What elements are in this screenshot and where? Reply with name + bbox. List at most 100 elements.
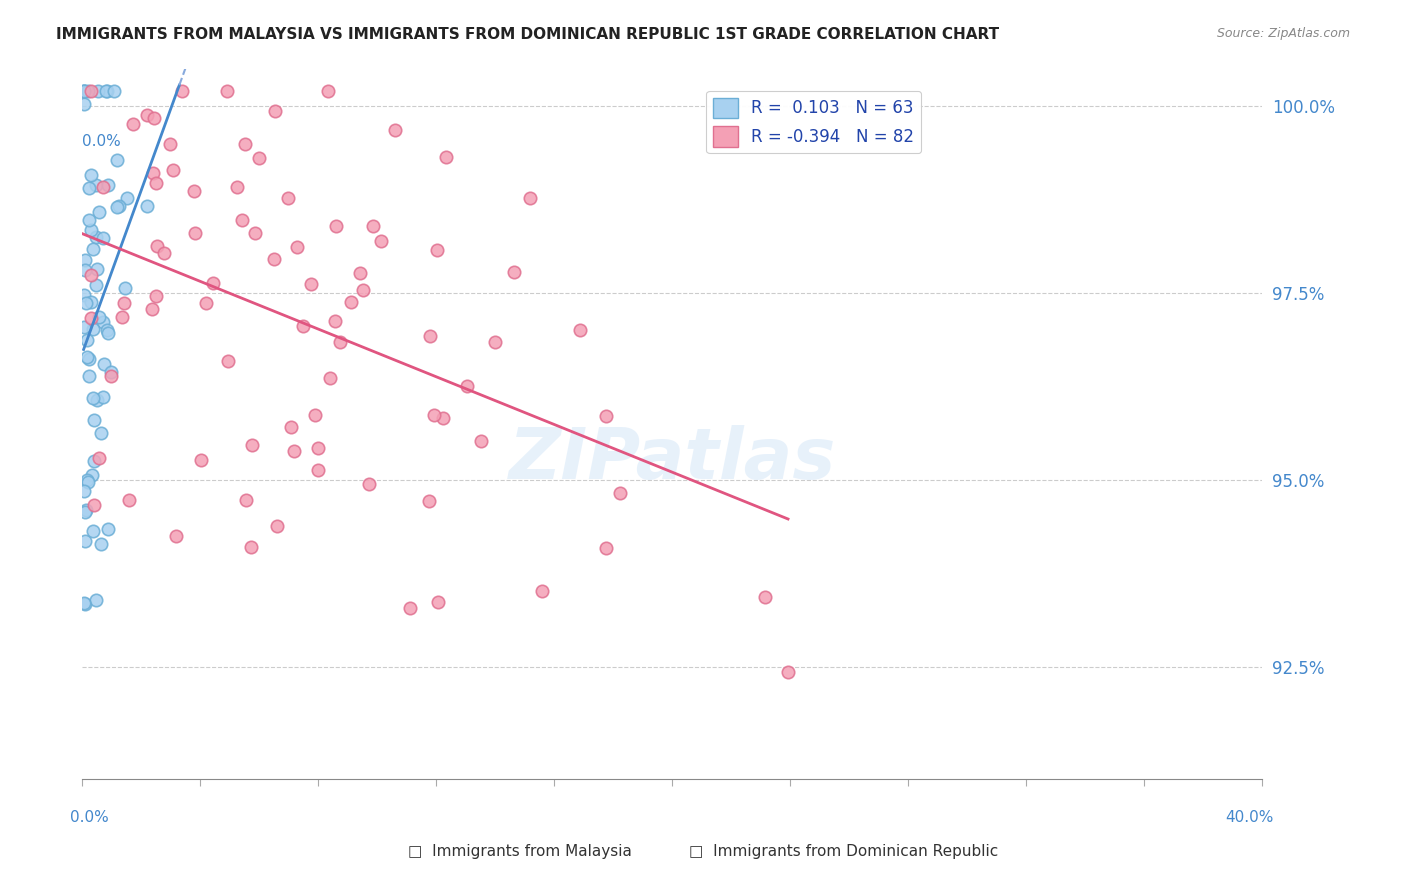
Point — [418, 493, 440, 508]
Point — [84, 178, 107, 193]
Point — [82, 322, 104, 336]
Point — [112, 296, 135, 310]
Point — [86, 84, 108, 98]
Point — [152, 246, 174, 260]
Point — [91, 179, 114, 194]
Point — [225, 179, 247, 194]
Point — [86, 593, 108, 607]
Point — [519, 191, 541, 205]
Point — [263, 252, 285, 266]
Point — [90, 537, 112, 551]
Point — [76, 333, 98, 347]
Point — [87, 310, 110, 324]
Point — [73, 263, 96, 277]
Point — [82, 524, 104, 538]
Point — [89, 205, 111, 219]
Point — [141, 301, 163, 316]
Point — [87, 450, 110, 465]
Point — [357, 477, 380, 491]
Point — [754, 590, 776, 604]
Point — [82, 392, 104, 406]
Point — [240, 438, 263, 452]
Point — [91, 315, 114, 329]
Point — [73, 533, 96, 548]
Point — [75, 597, 97, 611]
Point — [217, 84, 239, 98]
Point — [111, 310, 134, 324]
Point — [86, 393, 108, 408]
Point — [96, 522, 118, 536]
Point — [76, 84, 98, 98]
Point — [96, 84, 118, 98]
Point — [285, 239, 308, 253]
Point — [399, 601, 422, 615]
Point — [100, 369, 122, 384]
Point — [243, 226, 266, 240]
Point — [352, 283, 374, 297]
Point — [165, 529, 187, 543]
Point — [162, 162, 184, 177]
Point — [423, 408, 446, 422]
Point — [103, 84, 125, 98]
Point — [77, 352, 100, 367]
Point — [73, 84, 96, 98]
Point — [502, 265, 524, 279]
Point — [143, 111, 166, 125]
Point — [97, 178, 120, 193]
Point — [80, 223, 103, 237]
Point — [159, 137, 181, 152]
Point — [72, 84, 94, 98]
Point — [100, 365, 122, 379]
Point — [419, 329, 441, 343]
Point — [141, 166, 163, 180]
Text: □  Immigrants from Malaysia: □ Immigrants from Malaysia — [408, 845, 633, 859]
Point — [299, 277, 322, 292]
Point — [107, 153, 129, 168]
Point — [263, 104, 285, 119]
Point — [96, 323, 118, 337]
Point — [83, 413, 105, 427]
Point — [75, 502, 97, 516]
Point — [75, 296, 97, 310]
Point — [427, 595, 450, 609]
Point — [184, 226, 207, 240]
Point — [80, 311, 103, 326]
Point — [135, 199, 157, 213]
Text: 0.0%: 0.0% — [82, 134, 121, 149]
Point — [82, 467, 104, 482]
Point — [114, 280, 136, 294]
Point — [86, 262, 108, 277]
Text: □  Immigrants from Dominican Republic: □ Immigrants from Dominican Republic — [689, 845, 998, 859]
Point — [80, 168, 103, 182]
Point — [316, 84, 339, 98]
Point — [76, 351, 98, 365]
Point — [247, 151, 270, 165]
Point — [73, 252, 96, 267]
Point — [77, 369, 100, 384]
Text: 0.0%: 0.0% — [70, 810, 110, 825]
Point — [384, 123, 406, 137]
Point — [280, 419, 302, 434]
Point — [108, 199, 131, 213]
Point — [231, 213, 253, 227]
Point — [170, 84, 193, 98]
Point — [77, 475, 100, 489]
Point — [568, 323, 591, 337]
Point — [79, 181, 101, 195]
Point — [145, 176, 167, 190]
Point — [609, 485, 631, 500]
Point — [135, 107, 157, 121]
Point — [456, 379, 478, 393]
Point — [349, 266, 371, 280]
Point — [83, 454, 105, 468]
Point — [79, 295, 101, 310]
Point — [239, 540, 262, 554]
Point — [72, 483, 94, 498]
Point — [329, 335, 352, 350]
Point — [72, 97, 94, 112]
Legend: R =  0.103   N = 63, R = -0.394   N = 82: R = 0.103 N = 63, R = -0.394 N = 82 — [706, 91, 921, 153]
Point — [319, 370, 342, 384]
Point — [145, 289, 167, 303]
Point — [105, 200, 128, 214]
Point — [80, 84, 103, 98]
